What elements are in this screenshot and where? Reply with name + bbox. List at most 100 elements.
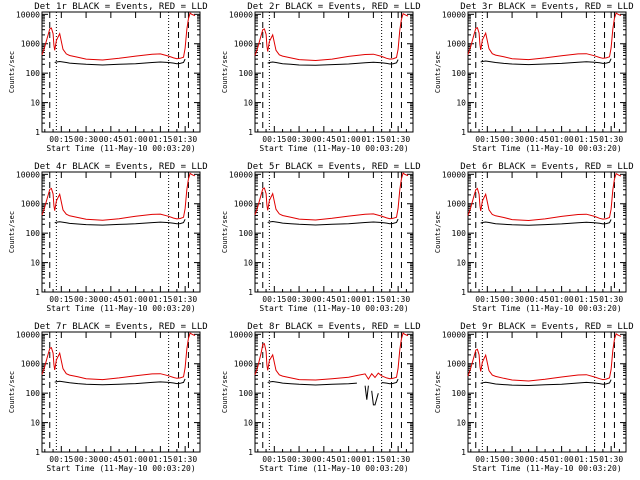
panel-7: Det 7r BLACK = Events, RED = LLD 1 10 100 10… xyxy=(8,322,208,473)
x-tick-label: 01:00 xyxy=(337,135,361,144)
x-tick-label: 00:45 xyxy=(312,295,336,304)
y-tick-label: 10 xyxy=(30,259,40,268)
y-tick-label: 1000 xyxy=(234,360,253,369)
plot-frame xyxy=(41,171,201,293)
x-tick-label: 01:15 xyxy=(361,135,385,144)
y-tick-label: 1 xyxy=(461,448,466,457)
y-axis-label: Counts/sec xyxy=(8,211,16,253)
x-tick-label: 00:30 xyxy=(500,455,524,464)
y-axis-label: Counts/sec xyxy=(221,51,229,93)
events-series-line xyxy=(267,218,399,226)
x-tick-label: 00:30 xyxy=(287,135,311,144)
y-tick-label: 1 xyxy=(35,288,40,297)
x-axis-label: Start Time (11-May-10 00:03:20) xyxy=(472,464,621,473)
x-tick-label: 01:15 xyxy=(574,135,598,144)
y-tick-label: 10 xyxy=(456,419,466,428)
x-tick-label: 01:00 xyxy=(124,295,148,304)
y-tick-label: 1 xyxy=(35,448,40,457)
plot-frame xyxy=(254,11,414,133)
lld-series-line xyxy=(254,172,409,221)
x-tick-label: 01:30 xyxy=(173,295,197,304)
plot-frame xyxy=(254,171,414,293)
x-tick-label: 00:30 xyxy=(74,295,98,304)
x-tick-label: 00:15 xyxy=(262,135,286,144)
y-tick-label: 1000 xyxy=(447,200,466,209)
x-tick-label: 01:15 xyxy=(574,295,598,304)
events-series-line xyxy=(480,379,612,387)
y-tick-label: 10 xyxy=(243,99,253,108)
x-tick-label: 01:30 xyxy=(386,295,410,304)
x-tick-label: 00:45 xyxy=(525,135,549,144)
events-series-line xyxy=(54,219,186,226)
x-tick-label: 01:15 xyxy=(148,455,172,464)
y-tick-label: 1000 xyxy=(21,40,40,49)
y-axis-label: Counts/sec xyxy=(434,211,442,253)
plot-frame xyxy=(254,331,414,453)
panel-3: Det 3r BLACK = Events, RED = LLD 1 10 100 10… xyxy=(434,2,634,153)
y-tick-label: 1 xyxy=(248,128,253,137)
y-tick-label: 10 xyxy=(243,419,253,428)
plot-frame xyxy=(467,331,627,453)
x-tick-label: 00:15 xyxy=(49,295,73,304)
y-tick-label: 100 xyxy=(26,69,41,78)
x-tick-label: 01:30 xyxy=(386,455,410,464)
x-tick-label: 01:30 xyxy=(599,135,623,144)
events-series-line xyxy=(381,378,399,385)
events-series-line xyxy=(480,58,612,66)
x-tick-label: 00:15 xyxy=(475,455,499,464)
x-axis-label: Start Time (11-May-10 00:03:20) xyxy=(472,144,621,153)
y-tick-label: 1000 xyxy=(234,40,253,49)
events-series-line xyxy=(54,378,186,386)
x-tick-label: 00:45 xyxy=(99,135,123,144)
chart-title: Det 2r BLACK = Events, RED = LLD xyxy=(247,2,420,12)
x-axis-label: Start Time (11-May-10 00:03:20) xyxy=(46,464,195,473)
y-tick-label: 100 xyxy=(452,229,467,238)
chart-title: Det 4r BLACK = Events, RED = LLD xyxy=(34,162,207,172)
x-tick-label: 00:45 xyxy=(99,455,123,464)
x-tick-label: 01:00 xyxy=(550,455,574,464)
lld-series-line xyxy=(41,172,196,221)
panel-1: Det 1r BLACK = Events, RED = LLD 1 10 100 10… xyxy=(8,2,208,153)
y-axis-label: Counts/sec xyxy=(221,211,229,253)
y-tick-label: 100 xyxy=(26,389,41,398)
y-tick-label: 100 xyxy=(452,389,467,398)
x-tick-label: 01:00 xyxy=(550,295,574,304)
x-tick-label: 00:30 xyxy=(287,295,311,304)
x-axis-label: Start Time (11-May-10 00:03:20) xyxy=(259,304,408,313)
x-tick-label: 01:30 xyxy=(599,455,623,464)
y-tick-label: 1000 xyxy=(21,200,40,209)
chart-title: Det 3r BLACK = Events, RED = LLD xyxy=(460,2,633,12)
x-tick-label: 00:45 xyxy=(312,455,336,464)
y-tick-label: 1 xyxy=(248,448,253,457)
x-tick-label: 00:30 xyxy=(500,295,524,304)
panel-2: Det 2r BLACK = Events, RED = LLD 1 10 100 10… xyxy=(221,2,421,153)
x-tick-label: 01:30 xyxy=(386,135,410,144)
lld-series-line xyxy=(41,332,196,381)
x-tick-label: 01:00 xyxy=(124,455,148,464)
chart-title: Det 5r BLACK = Events, RED = LLD xyxy=(247,162,420,172)
x-tick-label: 01:15 xyxy=(574,455,598,464)
y-tick-label: 1000 xyxy=(447,360,466,369)
x-tick-label: 01:15 xyxy=(148,295,172,304)
chart-title: Det 7r BLACK = Events, RED = LLD xyxy=(34,322,207,332)
y-tick-label: 10 xyxy=(456,259,466,268)
plot-frame xyxy=(41,331,201,453)
x-tick-label: 00:15 xyxy=(262,455,286,464)
x-tick-label: 00:30 xyxy=(74,455,98,464)
lld-series-line xyxy=(467,172,622,222)
x-tick-label: 00:15 xyxy=(475,295,499,304)
y-axis-label: Counts/sec xyxy=(434,371,442,413)
y-tick-label: 10000 xyxy=(442,10,466,19)
panel-5: Det 5r BLACK = Events, RED = LLD 1 10 100 10… xyxy=(221,162,421,313)
chart-title: Det 6r BLACK = Events, RED = LLD xyxy=(460,162,633,172)
panel-6: Det 6r BLACK = Events, RED = LLD 1 10 100 10… xyxy=(434,162,634,313)
lld-series-line xyxy=(254,332,409,381)
x-tick-label: 01:30 xyxy=(173,455,197,464)
events-series-line xyxy=(480,219,612,226)
y-axis-label: Counts/sec xyxy=(434,51,442,93)
x-tick-label: 00:45 xyxy=(99,295,123,304)
x-axis-label: Start Time (11-May-10 00:03:20) xyxy=(259,464,408,473)
panel-8: Det 8r BLACK = Events, RED = LLD 1 10 100 10… xyxy=(221,322,421,473)
y-tick-label: 10 xyxy=(456,99,466,108)
x-tick-label: 01:00 xyxy=(550,135,574,144)
